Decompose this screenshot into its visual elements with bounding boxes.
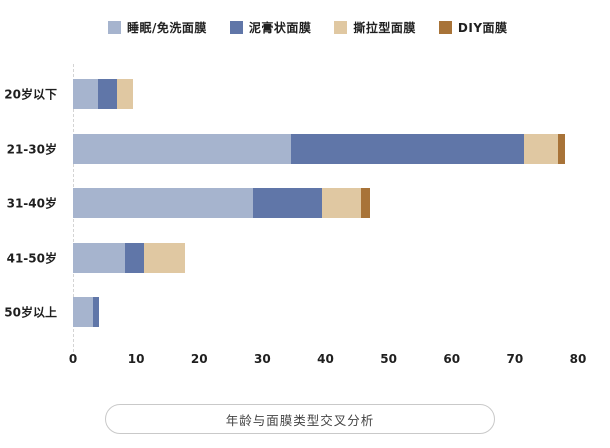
bar-segment bbox=[73, 133, 291, 164]
legend-item-diy-mask: DIY面膜 bbox=[438, 19, 508, 36]
x-tick-label: 10 bbox=[127, 352, 145, 366]
bar-segment bbox=[117, 79, 133, 109]
legend: 睡眠/免洗面膜 泥膏状面膜 撕拉型面膜 DIY面膜 bbox=[108, 19, 508, 36]
x-tick-label: 70 bbox=[506, 352, 524, 366]
legend-item-sleep-mask: 睡眠/免洗面膜 bbox=[108, 19, 207, 36]
stacked-bar bbox=[73, 188, 370, 218]
stacked-bar bbox=[73, 133, 566, 164]
legend-item-mud-mask: 泥膏状面膜 bbox=[229, 19, 312, 36]
bar-segment bbox=[290, 133, 525, 164]
legend-label: 泥膏状面膜 bbox=[248, 21, 312, 35]
category-label: 50岁以上 bbox=[4, 305, 57, 320]
stacked-bar bbox=[73, 242, 185, 273]
legend-swatch-peel-mask bbox=[334, 21, 348, 34]
stacked-bar bbox=[73, 297, 99, 327]
legend-label: DIY面膜 bbox=[457, 21, 508, 35]
category-label: 20岁以下 bbox=[4, 87, 57, 102]
bar-segment bbox=[524, 133, 558, 164]
bar-segment bbox=[143, 242, 185, 273]
legend-swatch-sleep-mask bbox=[108, 21, 121, 34]
bar-segment bbox=[124, 242, 144, 273]
chart-title: 年龄与面膜类型交叉分析 bbox=[225, 412, 375, 428]
bar-segment bbox=[322, 188, 362, 218]
category-label: 21-30岁 bbox=[6, 142, 57, 156]
bar-segment bbox=[98, 79, 118, 109]
bar-segment bbox=[93, 297, 99, 327]
bar-segment bbox=[252, 188, 323, 218]
bar-segment bbox=[73, 79, 99, 109]
bar-segment bbox=[73, 297, 94, 327]
bar-segment bbox=[73, 242, 125, 273]
legend-swatch-mud-mask bbox=[229, 21, 243, 34]
x-tick-label: 60 bbox=[443, 352, 461, 366]
stacked-bar bbox=[73, 79, 133, 109]
x-tick-label: 0 bbox=[68, 352, 78, 366]
bar-segment bbox=[73, 188, 253, 218]
category-label: 41-50岁 bbox=[6, 251, 57, 265]
legend-label: 撕拉型面膜 bbox=[353, 21, 416, 35]
legend-label: 睡眠/免洗面膜 bbox=[127, 21, 207, 35]
x-tick-label: 30 bbox=[254, 352, 271, 366]
x-tick-label: 80 bbox=[569, 352, 587, 366]
chart-title-pill: 年龄与面膜类型交叉分析 bbox=[105, 404, 495, 434]
x-tick-label: 40 bbox=[317, 352, 334, 366]
bar-segment bbox=[361, 188, 370, 218]
category-label: 31-40岁 bbox=[6, 196, 57, 211]
legend-swatch-diy-mask bbox=[438, 21, 452, 34]
legend-item-peel-mask: 撕拉型面膜 bbox=[334, 19, 416, 36]
bar-segment bbox=[557, 133, 566, 164]
x-tick-label: 50 bbox=[380, 352, 397, 366]
x-tick-label: 20 bbox=[190, 352, 208, 366]
